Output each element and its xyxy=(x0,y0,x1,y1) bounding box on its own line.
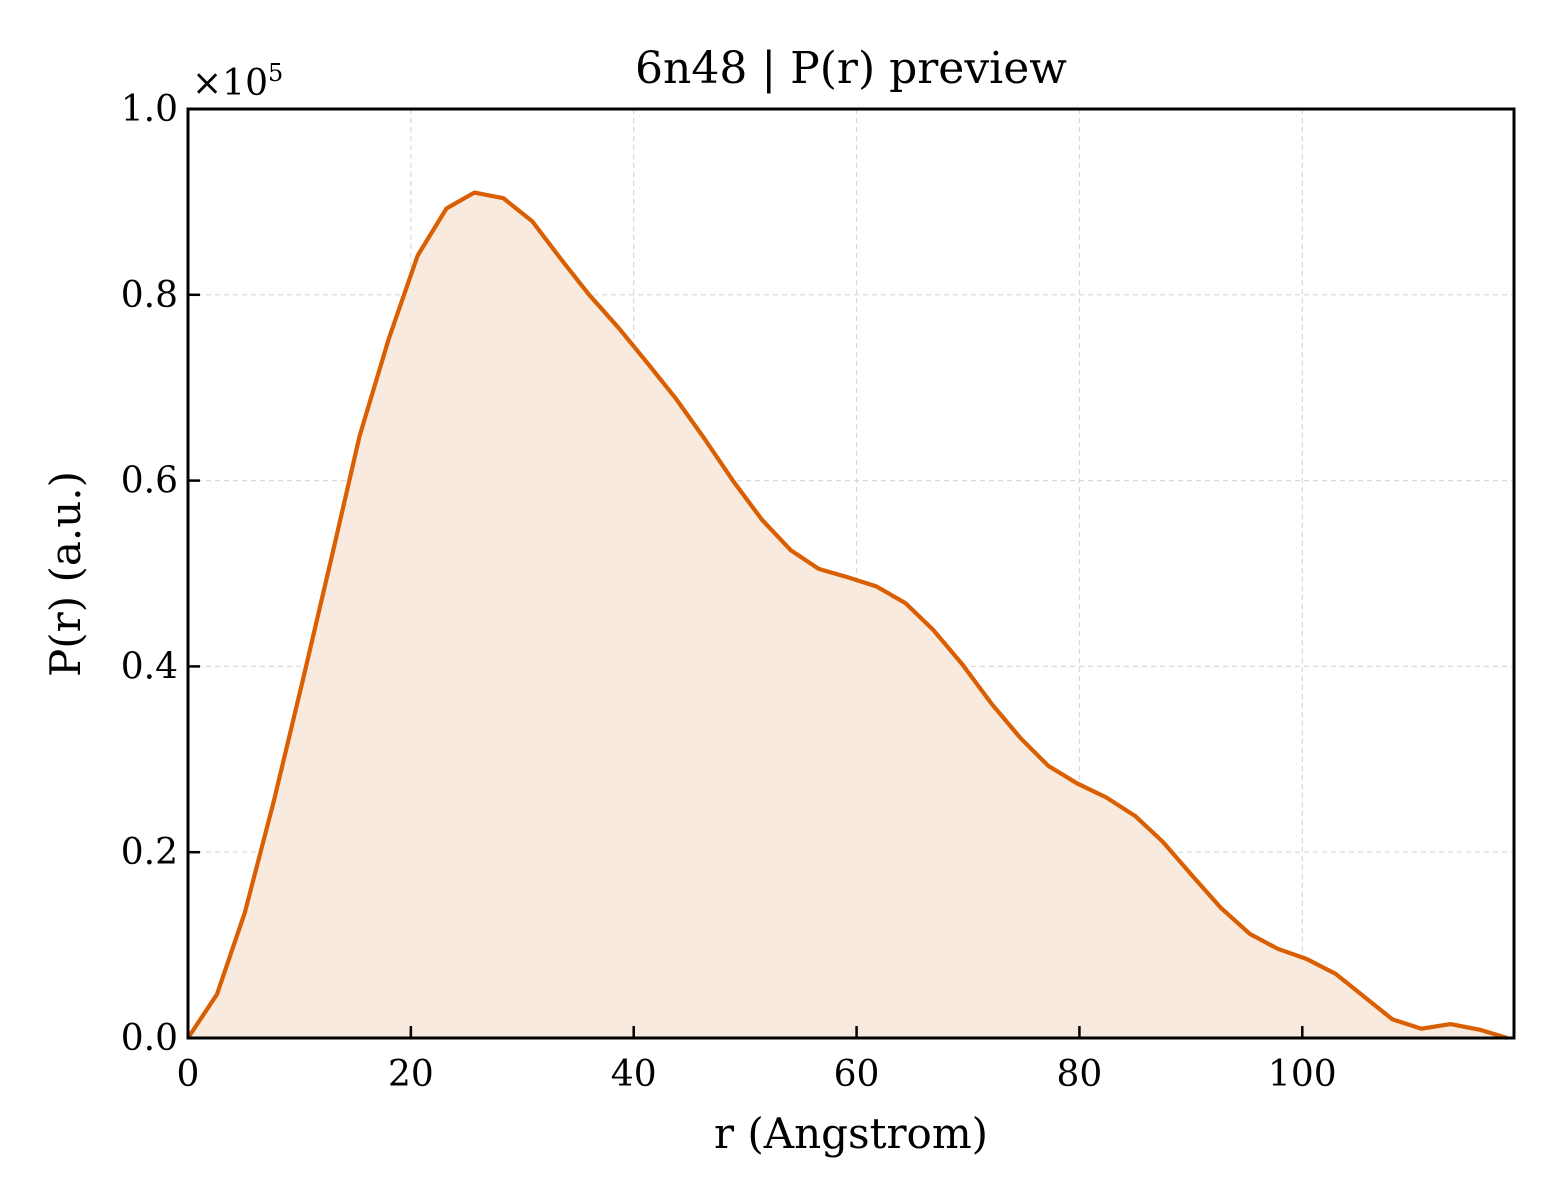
pr-area-fill xyxy=(188,192,1508,1039)
y-tick-label: 0.6 xyxy=(121,461,178,502)
y-tick-label: 0.2 xyxy=(121,832,178,873)
plot-frame xyxy=(186,107,1516,1040)
y-axis-label: P(r) (a.u.) xyxy=(41,471,90,677)
y-multiplier-exponent: 5 xyxy=(268,59,283,87)
x-tick-label: 100 xyxy=(1268,1054,1337,1095)
y-tick-label: 0.0 xyxy=(121,1018,178,1059)
x-axis-ticks: 0 20 40 60 80 100 xyxy=(177,1026,1337,1095)
x-tick-label: 60 xyxy=(834,1054,880,1095)
y-tick-label: 0.4 xyxy=(121,646,178,687)
y-axis-ticks: 0.0 0.2 0.4 0.6 0.8 1.0 xyxy=(121,89,200,1059)
x-tick-label: 0 xyxy=(177,1054,200,1095)
y-tick-label: 0.8 xyxy=(121,275,178,316)
y-axis-multiplier: ×105 xyxy=(192,59,283,104)
x-tick-label: 40 xyxy=(611,1054,657,1095)
y-multiplier-base: ×10 xyxy=(192,63,268,104)
chart-title: 6n48 | P(r) preview xyxy=(635,43,1067,94)
y-tick-label: 1.0 xyxy=(121,89,178,130)
pr-curve-line xyxy=(186,190,1508,1041)
x-tick-label: 20 xyxy=(388,1054,434,1095)
x-axis-label: r (Angstrom) xyxy=(714,1109,988,1158)
x-tick-label: 80 xyxy=(1057,1054,1103,1095)
